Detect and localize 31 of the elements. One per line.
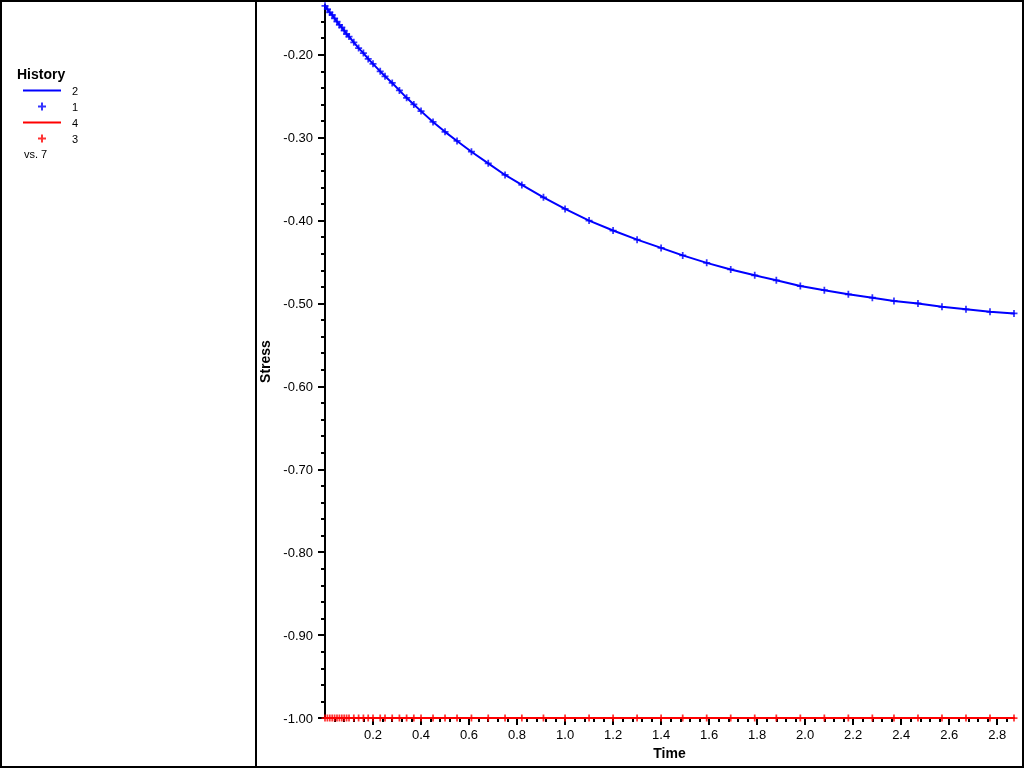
y-tick-label: -0.20 [283, 47, 313, 63]
y-tick-label: -0.80 [283, 544, 313, 560]
legend-label: 2 [72, 84, 79, 97]
x-tick-label: 2.6 [940, 727, 959, 742]
x-tick-label: 0.6 [460, 727, 479, 742]
y-axis-title: Stress [257, 339, 274, 383]
legend-label: 3 [72, 132, 79, 145]
x-tick-label: 0.8 [508, 727, 527, 742]
y-tick-label: -0.30 [283, 130, 313, 146]
x-tick-label: 2.2 [844, 727, 863, 742]
text: vs. 7 [24, 147, 48, 160]
x-tick-label: 0.4 [411, 727, 431, 742]
x-tick-label: 1.8 [748, 727, 767, 742]
legend-label: 4 [72, 116, 79, 129]
y-tick-label: -0.70 [283, 461, 313, 477]
x-axis-title: Time [653, 745, 686, 761]
y-tick-label: -0.60 [283, 378, 313, 394]
x-tick-label: 2.0 [796, 727, 815, 742]
x-tick-label: 0.2 [363, 727, 383, 742]
y-tick-label: -1.00 [283, 710, 313, 726]
y-tick-label: -0.50 [283, 295, 313, 311]
y-tick-label: -0.90 [283, 627, 313, 643]
x-tick-label: 1.0 [556, 727, 575, 742]
x-tick-label: 1.2 [604, 727, 623, 742]
legend-title: History [17, 66, 66, 82]
x-tick-label: 2.4 [892, 727, 911, 742]
x-tick-label: 1.6 [700, 727, 719, 742]
x-tick-label: 1.4 [652, 727, 671, 742]
y-tick-label: -0.40 [283, 213, 313, 229]
legend-label: 1 [72, 100, 79, 113]
x-tick-label: 2.8 [988, 727, 1007, 742]
